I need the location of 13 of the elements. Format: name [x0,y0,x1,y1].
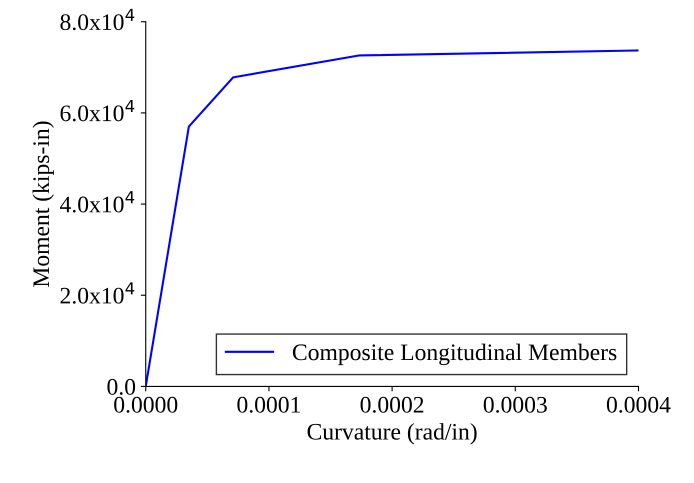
legend-label: Composite Longitudinal Members [292,344,616,366]
y-tick-label: 6.0x10$^{4}$ [60,100,134,122]
y-tick-label: 0.0 [107,378,136,395]
y-tick-label: 8.0x10$^{4}$ [60,8,134,30]
y-tick-label: 2.0x10$^{4}$ [60,282,134,304]
x-tick-label: 0.0001 [237,396,300,413]
x-tick-label: 0.0000 [114,396,178,413]
x-tick-label: 0.0004 [606,396,671,413]
x-tick-label: 0.0003 [484,396,547,413]
x-axis-title: Curvature (rad/in) [308,423,477,444]
y-axis-title: Moment (kips-in) [32,121,54,287]
y-tick-label: 4.0x10$^{4}$ [60,191,134,213]
x-tick-label: 0.0002 [360,396,424,413]
